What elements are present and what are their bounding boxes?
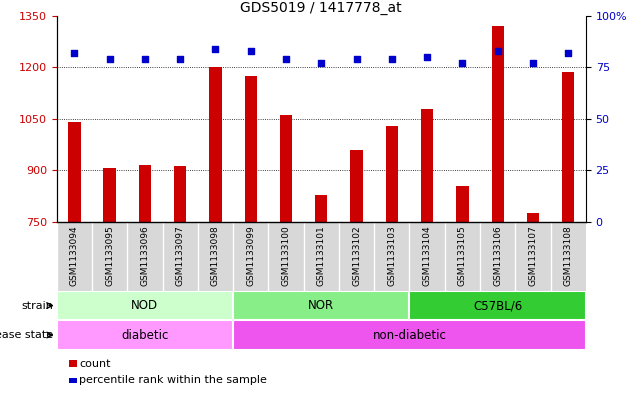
Text: GSM1133105: GSM1133105 xyxy=(458,226,467,286)
Bar xyxy=(233,320,586,350)
Text: GSM1133104: GSM1133104 xyxy=(423,226,432,286)
Bar xyxy=(315,195,328,222)
Text: GSM1133096: GSM1133096 xyxy=(140,226,149,286)
Title: GDS5019 / 1417778_at: GDS5019 / 1417778_at xyxy=(241,1,402,15)
Bar xyxy=(174,166,186,222)
Point xyxy=(246,48,256,54)
Point xyxy=(210,46,220,52)
Text: GSM1133106: GSM1133106 xyxy=(493,226,502,286)
Text: diabetic: diabetic xyxy=(121,329,169,342)
Text: GSM1133108: GSM1133108 xyxy=(564,226,573,286)
Text: GSM1133101: GSM1133101 xyxy=(317,226,326,286)
Point xyxy=(493,48,503,54)
Bar xyxy=(491,26,504,222)
Bar xyxy=(456,186,469,222)
Point xyxy=(563,50,573,56)
Point xyxy=(387,56,397,62)
Text: GSM1133102: GSM1133102 xyxy=(352,226,361,286)
Text: C57BL/6: C57BL/6 xyxy=(473,299,522,312)
Text: strain: strain xyxy=(21,301,54,310)
Bar xyxy=(527,213,539,222)
Text: GSM1133107: GSM1133107 xyxy=(529,226,537,286)
Bar xyxy=(386,126,398,222)
Text: count: count xyxy=(79,359,111,369)
Bar xyxy=(280,116,292,222)
Text: disease state: disease state xyxy=(0,330,54,340)
Text: GSM1133094: GSM1133094 xyxy=(70,226,79,286)
Point xyxy=(281,56,291,62)
Text: GSM1133103: GSM1133103 xyxy=(387,226,396,286)
Bar xyxy=(68,122,81,222)
Text: GSM1133099: GSM1133099 xyxy=(246,226,255,286)
Bar xyxy=(139,165,151,222)
Bar xyxy=(57,320,233,350)
Point xyxy=(457,60,467,66)
Bar xyxy=(233,291,410,320)
Point xyxy=(175,56,185,62)
Bar xyxy=(103,168,116,222)
Point xyxy=(528,60,538,66)
Text: GSM1133095: GSM1133095 xyxy=(105,226,114,286)
Bar xyxy=(244,76,257,222)
Text: non-diabetic: non-diabetic xyxy=(372,329,447,342)
Bar xyxy=(350,150,363,222)
Text: GSM1133097: GSM1133097 xyxy=(176,226,185,286)
Bar xyxy=(410,291,586,320)
Point xyxy=(422,54,432,60)
Text: NOD: NOD xyxy=(131,299,159,312)
Bar xyxy=(57,291,233,320)
Text: percentile rank within the sample: percentile rank within the sample xyxy=(79,375,267,386)
Bar xyxy=(562,72,575,222)
Point xyxy=(316,60,326,66)
Bar xyxy=(209,67,222,222)
Text: GSM1133098: GSM1133098 xyxy=(211,226,220,286)
Text: GSM1133100: GSM1133100 xyxy=(282,226,290,286)
Point xyxy=(105,56,115,62)
Point xyxy=(69,50,79,56)
Bar xyxy=(421,108,433,222)
Point xyxy=(352,56,362,62)
Point xyxy=(140,56,150,62)
Text: NOR: NOR xyxy=(308,299,335,312)
